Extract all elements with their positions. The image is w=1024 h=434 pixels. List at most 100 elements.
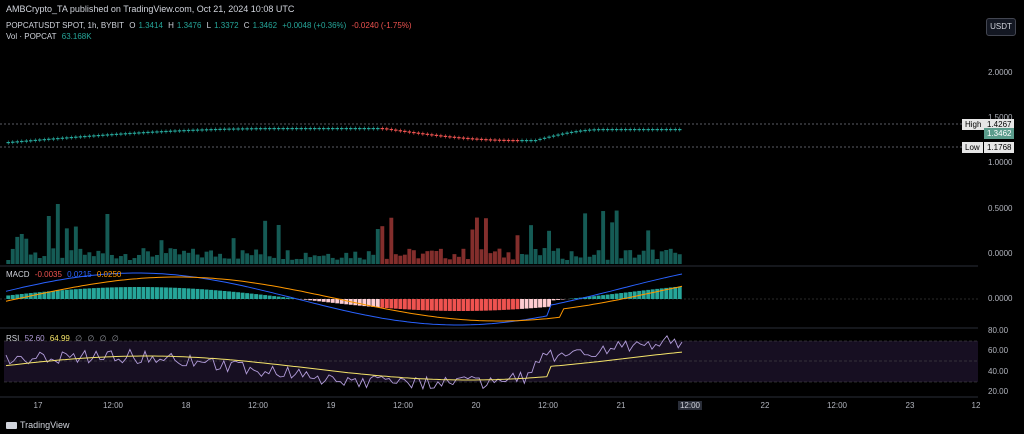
candle-body: [574, 131, 578, 133]
macd-hist-bar: [303, 299, 308, 300]
candle-body: [596, 129, 601, 131]
volume-bar: [366, 251, 371, 264]
volume-bar: [659, 251, 664, 264]
candle-body: [434, 134, 439, 136]
rsi-label[interactable]: RSI: [6, 334, 20, 343]
volume-bar: [37, 258, 42, 264]
candle-body: [303, 128, 308, 130]
volume-bar: [33, 252, 38, 264]
macd-hist-bar: [267, 295, 272, 299]
symbol-label[interactable]: POPCATUSDT SPOT, 1h, BYBIT: [6, 21, 124, 30]
macd-hist-bar: [366, 299, 371, 307]
macd-hist-bar: [263, 295, 268, 299]
candle-body: [11, 141, 15, 143]
candle-body: [389, 128, 394, 131]
high-tag-value: 1.4267: [984, 119, 1015, 130]
footer-brand[interactable]: TradingView: [20, 420, 70, 430]
candle-body: [484, 139, 488, 141]
volume-bar: [596, 250, 601, 264]
volume-bar: [69, 250, 74, 264]
candle-body: [560, 133, 565, 135]
macd-hist-bar: [398, 299, 403, 309]
volume-bar: [330, 257, 335, 264]
candle-body: [87, 135, 92, 137]
price-axis-label: 1.0000: [988, 158, 1013, 167]
c-label: C: [243, 21, 250, 30]
candle-body: [502, 139, 506, 141]
macd-hist-bar: [673, 286, 678, 299]
candle-body: [398, 130, 403, 132]
volume-bar: [470, 229, 475, 264]
volume-bar: [452, 254, 457, 264]
macd-value: 0.0215: [67, 270, 92, 279]
price-axis-label: 0.5000: [988, 204, 1013, 213]
macd-hist-bar: [78, 288, 83, 299]
volume-bar: [19, 233, 24, 264]
macd-hist-bar: [123, 287, 128, 299]
volume-bar: [502, 257, 506, 264]
candle-body: [137, 132, 141, 134]
macd-hist-bar: [515, 299, 520, 310]
candle-body: [119, 133, 123, 135]
candle-body: [515, 139, 520, 142]
volume-bar: [632, 257, 637, 264]
rsi-axis-label: 20.00: [988, 387, 1009, 396]
volume-bar: [182, 250, 186, 264]
macd-hist-bar: [587, 296, 592, 299]
candle-body: [506, 139, 511, 142]
volume-bar: [407, 248, 412, 264]
volume-bar: [389, 217, 394, 264]
volume-bar: [24, 238, 29, 264]
candle-body: [110, 134, 114, 136]
macd-hist-bar: [73, 289, 78, 299]
candle-body: [578, 130, 583, 132]
volume-label[interactable]: Vol · POPCAT: [6, 32, 57, 41]
candle-body: [605, 129, 610, 131]
macd-hist-bar: [438, 299, 443, 311]
macd-hist-bar: [317, 299, 322, 302]
macd-hist-bar: [375, 299, 380, 308]
macd-hist-bar: [186, 288, 191, 299]
macd-hist-bar: [493, 299, 497, 311]
candle-body: [312, 128, 317, 130]
volume-bar: [628, 250, 633, 264]
macd-hist-bar: [542, 299, 547, 308]
macd-hist-bar: [619, 293, 624, 299]
volume-bar: [484, 218, 488, 264]
volume-bar: [177, 254, 182, 264]
rsi-empty-value: ∅: [99, 334, 107, 343]
candle-body: [394, 129, 398, 131]
macd-hist-bar: [10, 294, 15, 299]
macd-hist-bar: [339, 299, 344, 304]
volume-bar: [231, 238, 236, 264]
candle-body: [263, 128, 267, 130]
macd-hist-bar: [60, 290, 65, 299]
volume-bar: [668, 248, 673, 264]
volume-bar: [465, 259, 470, 264]
macd-hist-bar: [231, 291, 236, 299]
rsi-line: [5, 334, 683, 391]
close-value: 1.3462: [252, 21, 278, 30]
volume-bar: [141, 248, 146, 264]
volume-bar: [10, 248, 15, 264]
macd-hist-bar: [37, 292, 42, 299]
candle-body: [430, 134, 434, 136]
volume-bar: [73, 226, 78, 264]
candle-body: [344, 128, 349, 130]
candle-body: [412, 132, 416, 134]
currency-button[interactable]: USDT: [986, 18, 1016, 36]
rsi-axis-label: 60.00: [988, 346, 1009, 355]
volume-bar: [222, 258, 227, 264]
volume-bar: [416, 258, 421, 264]
macd-hist-bar: [33, 292, 38, 299]
volume-bar: [574, 256, 579, 264]
macd-hist-bar: [456, 299, 461, 311]
macd-label[interactable]: MACD: [6, 270, 30, 279]
macd-hist-bar: [51, 290, 56, 299]
macd-hist-bar: [497, 299, 502, 311]
publish-line: AMBCrypto_TA published on TradingView.co…: [6, 4, 295, 14]
volume-bar: [375, 229, 380, 264]
candle-body: [321, 128, 326, 130]
volume-bar: [136, 254, 141, 264]
